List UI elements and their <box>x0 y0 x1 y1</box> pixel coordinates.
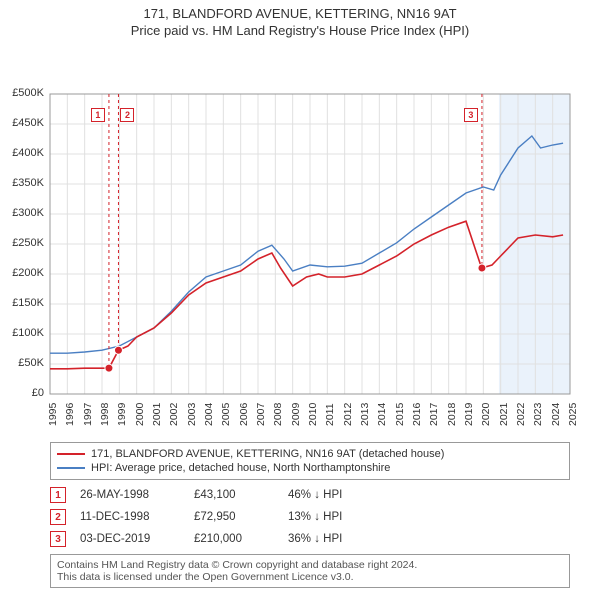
y-tick-label: £0 <box>4 387 44 399</box>
x-tick-label: 2019 <box>463 403 475 426</box>
line-chart <box>0 42 600 434</box>
x-tick-label: 2017 <box>428 403 440 426</box>
y-tick-label: £400K <box>4 147 44 159</box>
legend-label: HPI: Average price, detached house, Nort… <box>91 462 390 474</box>
event-price: £43,100 <box>194 489 274 501</box>
event-date: 26-MAY-1998 <box>80 489 180 501</box>
x-tick-label: 2009 <box>290 403 302 426</box>
event-badge: 2 <box>50 509 66 525</box>
x-tick-label: 2023 <box>532 403 544 426</box>
x-tick-label: 2002 <box>168 403 180 426</box>
x-tick-label: 2021 <box>498 403 510 426</box>
y-tick-label: £200K <box>4 267 44 279</box>
legend-row: HPI: Average price, detached house, Nort… <box>57 461 563 475</box>
y-tick-label: £250K <box>4 237 44 249</box>
footnote-line2: This data is licensed under the Open Gov… <box>57 571 563 583</box>
legend-swatch <box>57 453 85 455</box>
x-tick-label: 2012 <box>342 403 354 426</box>
marker-badge: 1 <box>91 108 105 122</box>
x-tick-label: 2024 <box>550 403 562 426</box>
x-tick-label: 2004 <box>203 403 215 426</box>
x-tick-label: 2010 <box>307 403 319 426</box>
x-tick-label: 2025 <box>567 403 579 426</box>
x-tick-label: 2014 <box>376 403 388 426</box>
marker-badge: 3 <box>464 108 478 122</box>
event-row: 2 11-DEC-1998 £72,950 13% ↓ HPI <box>50 506 570 528</box>
legend-row: 171, BLANDFORD AVENUE, KETTERING, NN16 9… <box>57 447 563 461</box>
x-tick-label: 2006 <box>238 403 250 426</box>
x-tick-label: 2008 <box>272 403 284 426</box>
x-tick-label: 2003 <box>186 403 198 426</box>
events-table: 1 26-MAY-1998 £43,100 46% ↓ HPI 2 11-DEC-1998… <box>50 484 570 550</box>
legend: 171, BLANDFORD AVENUE, KETTERING, NN16 9… <box>50 442 570 480</box>
x-tick-label: 2007 <box>255 403 267 426</box>
x-tick-label: 1997 <box>82 403 94 426</box>
y-tick-label: £500K <box>4 87 44 99</box>
x-tick-label: 2011 <box>324 403 336 426</box>
event-delta: 36% ↓ HPI <box>288 533 342 545</box>
chart-title: 171, BLANDFORD AVENUE, KETTERING, NN16 9… <box>0 0 600 21</box>
y-tick-label: £350K <box>4 177 44 189</box>
x-tick-label: 2013 <box>359 403 371 426</box>
x-tick-label: 2020 <box>480 403 492 426</box>
y-tick-label: £100K <box>4 327 44 339</box>
footnote: Contains HM Land Registry data © Crown c… <box>50 554 570 588</box>
y-tick-label: £300K <box>4 207 44 219</box>
x-tick-label: 1999 <box>116 403 128 426</box>
x-tick-label: 1995 <box>47 403 59 426</box>
x-tick-label: 2001 <box>151 403 163 426</box>
x-tick-label: 1998 <box>99 403 111 426</box>
y-tick-label: £450K <box>4 117 44 129</box>
event-delta: 13% ↓ HPI <box>288 511 342 523</box>
legend-swatch <box>57 467 85 469</box>
event-price: £210,000 <box>194 533 274 545</box>
x-tick-label: 2018 <box>446 403 458 426</box>
y-tick-label: £50K <box>4 357 44 369</box>
legend-label: 171, BLANDFORD AVENUE, KETTERING, NN16 9… <box>91 448 444 460</box>
y-tick-label: £150K <box>4 297 44 309</box>
marker-badge: 2 <box>120 108 134 122</box>
x-tick-label: 2000 <box>134 403 146 426</box>
event-row: 3 03-DEC-2019 £210,000 36% ↓ HPI <box>50 528 570 550</box>
footnote-line1: Contains HM Land Registry data © Crown c… <box>57 559 563 571</box>
x-tick-label: 2005 <box>220 403 232 426</box>
event-badge: 3 <box>50 531 66 547</box>
chart-area: £0 £50K £100K £150K £200K £250K £300K £350K £400… <box>0 42 600 436</box>
x-tick-label: 1996 <box>64 403 76 426</box>
chart-subtitle: Price paid vs. HM Land Registry's House … <box>0 21 600 42</box>
event-badge: 1 <box>50 487 66 503</box>
event-delta: 46% ↓ HPI <box>288 489 342 501</box>
event-price: £72,950 <box>194 511 274 523</box>
x-tick-label: 2015 <box>394 403 406 426</box>
event-row: 1 26-MAY-1998 £43,100 46% ↓ HPI <box>50 484 570 506</box>
event-date: 11-DEC-1998 <box>80 511 180 523</box>
x-tick-label: 2016 <box>411 403 423 426</box>
event-date: 03-DEC-2019 <box>80 533 180 545</box>
x-tick-label: 2022 <box>515 403 527 426</box>
